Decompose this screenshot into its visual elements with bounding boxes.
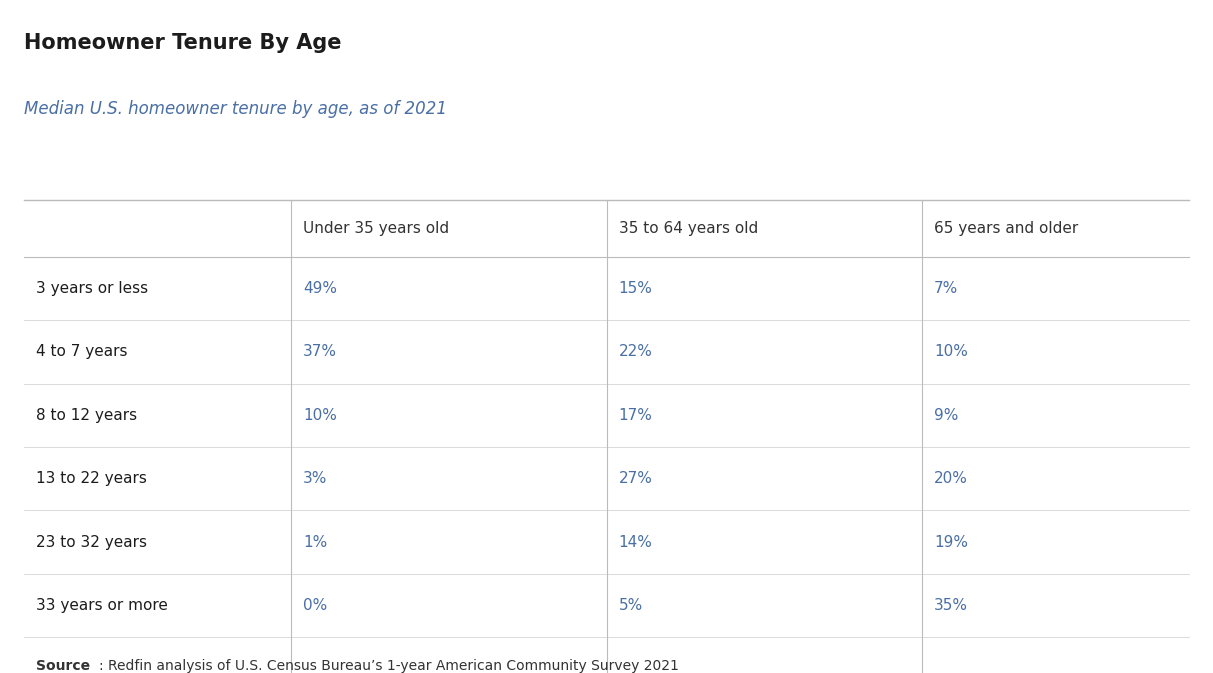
Text: 35 to 64 years old: 35 to 64 years old: [619, 221, 758, 236]
Text: 1%: 1%: [303, 534, 328, 550]
Text: 33 years or more: 33 years or more: [36, 598, 169, 613]
Text: Homeowner Tenure By Age: Homeowner Tenure By Age: [24, 34, 342, 53]
Text: 20%: 20%: [934, 471, 968, 487]
Text: 3 years or less: 3 years or less: [36, 281, 148, 296]
Text: 37%: 37%: [303, 345, 337, 359]
Text: 23 to 32 years: 23 to 32 years: [36, 534, 148, 550]
Text: 4 to 7 years: 4 to 7 years: [36, 345, 127, 359]
Text: 5%: 5%: [619, 598, 643, 613]
Text: Median U.S. homeowner tenure by age, as of 2021: Median U.S. homeowner tenure by age, as …: [24, 100, 448, 118]
Text: 9%: 9%: [934, 408, 958, 423]
Text: 10%: 10%: [303, 408, 337, 423]
Text: 65 years and older: 65 years and older: [934, 221, 1078, 236]
Text: 15%: 15%: [619, 281, 653, 296]
Text: 14%: 14%: [619, 534, 653, 550]
Text: : Redfin analysis of U.S. Census Bureau’s 1-year American Community Survey 2021: : Redfin analysis of U.S. Census Bureau’…: [99, 659, 679, 672]
Text: 27%: 27%: [619, 471, 653, 487]
Text: 8 to 12 years: 8 to 12 years: [36, 408, 137, 423]
Text: 22%: 22%: [619, 345, 653, 359]
Text: 10%: 10%: [934, 345, 968, 359]
Text: 49%: 49%: [303, 281, 337, 296]
Text: 13 to 22 years: 13 to 22 years: [36, 471, 147, 487]
Text: 3%: 3%: [303, 471, 328, 487]
Text: 35%: 35%: [934, 598, 968, 613]
Text: 17%: 17%: [619, 408, 653, 423]
Text: Under 35 years old: Under 35 years old: [303, 221, 449, 236]
Text: 7%: 7%: [934, 281, 958, 296]
Text: 0%: 0%: [303, 598, 328, 613]
Text: 19%: 19%: [934, 534, 968, 550]
Text: Source: Source: [36, 659, 91, 672]
